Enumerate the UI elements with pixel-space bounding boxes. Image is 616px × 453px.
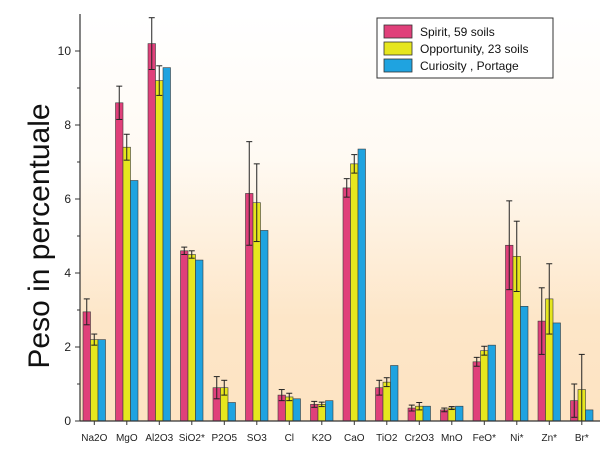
bar-curiosity-0	[97, 339, 106, 422]
x-tick-label-13: Ni*	[510, 433, 523, 444]
x-tick-label-7: K2O	[312, 433, 332, 444]
bar-curiosity-6	[292, 398, 301, 422]
error-bar-spirit-1	[116, 85, 123, 120]
legend-swatch-curiosity	[383, 58, 413, 73]
error-bar-opportunity-8	[351, 154, 358, 174]
x-tick-label-14: Zn*	[542, 433, 558, 444]
error-bar-opportunity-1	[123, 133, 130, 161]
error-bar-opportunity-9	[383, 377, 390, 388]
error-bar-spirit-0	[83, 298, 90, 326]
x-tick-label-11: MnO	[441, 433, 463, 444]
bar-spirit-8	[342, 187, 351, 422]
legend-label-opportunity: Opportunity, 23 soils	[420, 42, 529, 56]
bar-opportunity-3	[187, 254, 196, 422]
bar-curiosity-5	[260, 230, 269, 422]
bar-curiosity-15	[585, 409, 594, 422]
x-tick-label-4: P2O5	[212, 433, 238, 444]
bar-opportunity-12	[480, 350, 489, 422]
error-bar-spirit-8	[343, 178, 350, 198]
error-bar-spirit-3	[181, 246, 188, 255]
bar-opportunity-0	[90, 339, 99, 422]
bar-curiosity-12	[487, 344, 496, 422]
error-bar-opportunity-3	[188, 250, 195, 259]
bar-spirit-0	[82, 311, 91, 422]
error-bar-opportunity-11	[448, 406, 455, 411]
bar-spirit-2	[147, 43, 156, 422]
x-tick-label-12: FeO*	[473, 433, 496, 444]
legend: Spirit, 59 soils Opportunity, 23 soils C…	[376, 17, 554, 79]
error-bar-spirit-7	[311, 400, 318, 408]
error-bar-spirit-12	[473, 356, 480, 367]
bar-curiosity-8	[357, 148, 366, 422]
bar-curiosity-7	[325, 400, 334, 422]
error-bar-opportunity-4	[221, 379, 228, 396]
bar-curiosity-10	[422, 405, 431, 422]
legend-label-curiosity: Curiosity , Portage	[420, 59, 519, 73]
error-bar-spirit-9	[376, 379, 383, 396]
x-tick-label-15: Br*	[575, 433, 589, 444]
error-bar-opportunity-13	[513, 220, 520, 292]
bar-curiosity-11	[455, 405, 464, 422]
error-bar-opportunity-2	[156, 65, 163, 96]
error-bar-spirit-4	[213, 376, 220, 400]
error-bar-opportunity-10	[416, 402, 423, 411]
y-tick-label-5: 10	[58, 44, 72, 58]
legend-label-spirit: Spirit, 59 soils	[420, 25, 495, 39]
bar-spirit-1	[115, 102, 124, 422]
bar-opportunity-2	[155, 80, 164, 422]
bar-curiosity-13	[520, 305, 529, 422]
x-tick-label-5: SO3	[247, 433, 267, 444]
bar-spirit-12	[472, 361, 481, 422]
error-bar-spirit-11	[441, 407, 448, 413]
bar-opportunity-1	[122, 146, 131, 422]
error-bar-spirit-10	[408, 404, 415, 412]
x-tick-label-8: CaO	[344, 433, 365, 444]
y-axis-label: Peso in percentuale	[23, 103, 56, 368]
x-tick-label-10: Cr2O3	[405, 433, 435, 444]
error-bar-opportunity-14	[546, 263, 553, 335]
bar-curiosity-4	[227, 402, 236, 422]
error-bar-opportunity-12	[481, 345, 488, 356]
bar-curiosity-3	[195, 259, 204, 422]
error-bar-spirit-6	[278, 389, 285, 402]
error-bar-spirit-15	[571, 383, 578, 418]
y-tick-label-2: 4	[64, 266, 71, 280]
error-bar-opportunity-6	[286, 392, 293, 402]
bar-curiosity-2	[162, 67, 171, 422]
x-tick-label-2: Al2O3	[145, 433, 173, 444]
bar-curiosity-1	[130, 180, 139, 422]
y-tick-label-0: 0	[64, 414, 71, 428]
error-bar-opportunity-0	[91, 333, 98, 346]
error-bar-spirit-2	[148, 17, 155, 70]
error-bar-spirit-5	[246, 141, 253, 246]
x-tick-label-0: Na2O	[81, 433, 107, 444]
bar-spirit-3	[180, 250, 189, 422]
axes-layer: Na2O MgO Al2O3 SiO2* P2O5 SO3 Cl K2O CaO TiO2 Cr2O…	[58, 14, 600, 444]
x-tick-label-6: Cl	[285, 433, 294, 444]
legend-swatch-spirit	[383, 24, 413, 39]
bar-curiosity-9	[390, 365, 399, 422]
x-tick-label-1: MgO	[116, 433, 138, 444]
error-bar-spirit-13	[506, 200, 513, 291]
bar-opportunity-9	[382, 381, 391, 422]
y-tick-label-4: 8	[64, 118, 71, 132]
bar-curiosity-14	[552, 322, 561, 422]
x-tick-label-9: TiO2	[376, 433, 398, 444]
error-bar-spirit-14	[538, 287, 545, 355]
bar-opportunity-8	[350, 163, 359, 422]
y-tick-label-3: 6	[64, 192, 71, 206]
y-tick-label-1: 2	[64, 340, 71, 354]
error-bar-opportunity-5	[253, 163, 260, 243]
legend-swatch-opportunity	[383, 41, 413, 56]
x-tick-label-3: SiO2*	[179, 433, 205, 444]
error-bar-opportunity-7	[318, 401, 325, 408]
